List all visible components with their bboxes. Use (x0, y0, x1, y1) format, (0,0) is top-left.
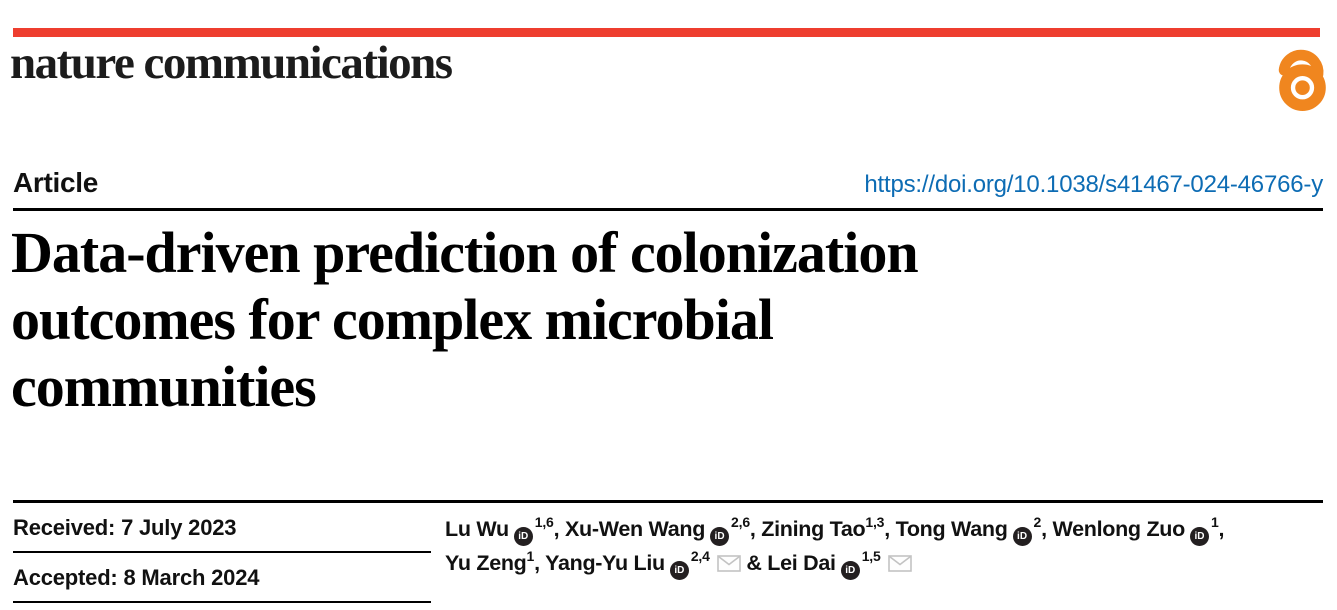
received-date-row: Received: 7 July 2023 (13, 503, 431, 553)
article-meta-block: Received: 7 July 2023 Accepted: 8 March … (13, 500, 1323, 603)
affiliation-superscript: 2 (1033, 513, 1042, 530)
author-line-1: Lu Wu iD1,6, Xu-Wen Wang iD2,6, Zining Tao… (445, 512, 1323, 546)
author-separator: , (553, 517, 566, 541)
affiliation-superscript: 1,5 (861, 547, 881, 564)
author-name: Zining Tao (761, 517, 866, 541)
affiliation-superscript: 1 (1210, 513, 1219, 530)
author-name: Lei Dai (767, 551, 836, 575)
author-separator: , (534, 551, 546, 575)
orcid-icon[interactable]: iD (1012, 527, 1032, 546)
received-label: Received: (13, 515, 116, 540)
affiliation-superscript: 1 (526, 547, 535, 564)
author-separator: , (1218, 517, 1225, 541)
email-envelope-icon[interactable] (887, 555, 912, 572)
author-name: Lu Wu (445, 517, 509, 541)
dates-column: Received: 7 July 2023 Accepted: 8 March … (13, 503, 431, 603)
orcid-icon[interactable]: iD (840, 561, 860, 580)
article-title: Data-driven prediction of colonization o… (11, 219, 919, 420)
author-list: Lu Wu iD1,6, Xu-Wen Wang iD2,6, Zining Tao… (445, 503, 1323, 580)
received-value: 7 July 2023 (121, 515, 237, 540)
doi-link[interactable]: https://doi.org/10.1038/s41467-024-46766… (864, 171, 1323, 198)
affiliation-superscript: 2,4 (690, 547, 710, 564)
affiliation-superscript: 1,6 (534, 513, 554, 530)
author-name: Tong Wang (895, 517, 1008, 541)
author-separator: , (749, 517, 762, 541)
author-name: Yu Zeng (445, 551, 527, 575)
affiliation-superscript: 1,3 (865, 513, 885, 530)
title-line-2: outcomes for complex microbial (11, 287, 774, 352)
accepted-date-row: Accepted: 8 March 2024 (13, 553, 431, 603)
open-access-icon (1278, 49, 1326, 111)
affiliation-superscript: 2,6 (731, 513, 750, 530)
title-line-3: communities (11, 354, 317, 419)
author-name: Xu-Wen Wang (565, 517, 706, 541)
email-envelope-icon[interactable] (716, 555, 741, 572)
accepted-label: Accepted: (13, 565, 118, 590)
article-type-label: Article (13, 167, 99, 198)
kicker-row: Article https://doi.org/10.1038/s41467-0… (13, 167, 1323, 211)
journal-wordmark: nature communications (10, 37, 453, 89)
masthead-accent-bar (13, 28, 1320, 37)
author-separator: , (884, 517, 896, 541)
orcid-icon[interactable]: iD (1189, 527, 1209, 546)
author-name: Wenlong Zuo (1052, 517, 1186, 541)
title-line-1: Data-driven prediction of colonization (11, 220, 919, 285)
accepted-value: 8 March 2024 (123, 565, 260, 590)
orcid-icon[interactable]: iD (669, 561, 689, 580)
author-separator: , (1041, 517, 1053, 541)
orcid-icon[interactable]: iD (513, 527, 533, 546)
author-name: Yang-Yu Liu (545, 551, 665, 575)
author-separator: & (740, 551, 768, 575)
author-line-2: Yu Zeng1, Yang-Yu Liu iD2,4 & Lei Dai iD1,… (445, 546, 1323, 580)
orcid-icon[interactable]: iD (710, 527, 730, 546)
